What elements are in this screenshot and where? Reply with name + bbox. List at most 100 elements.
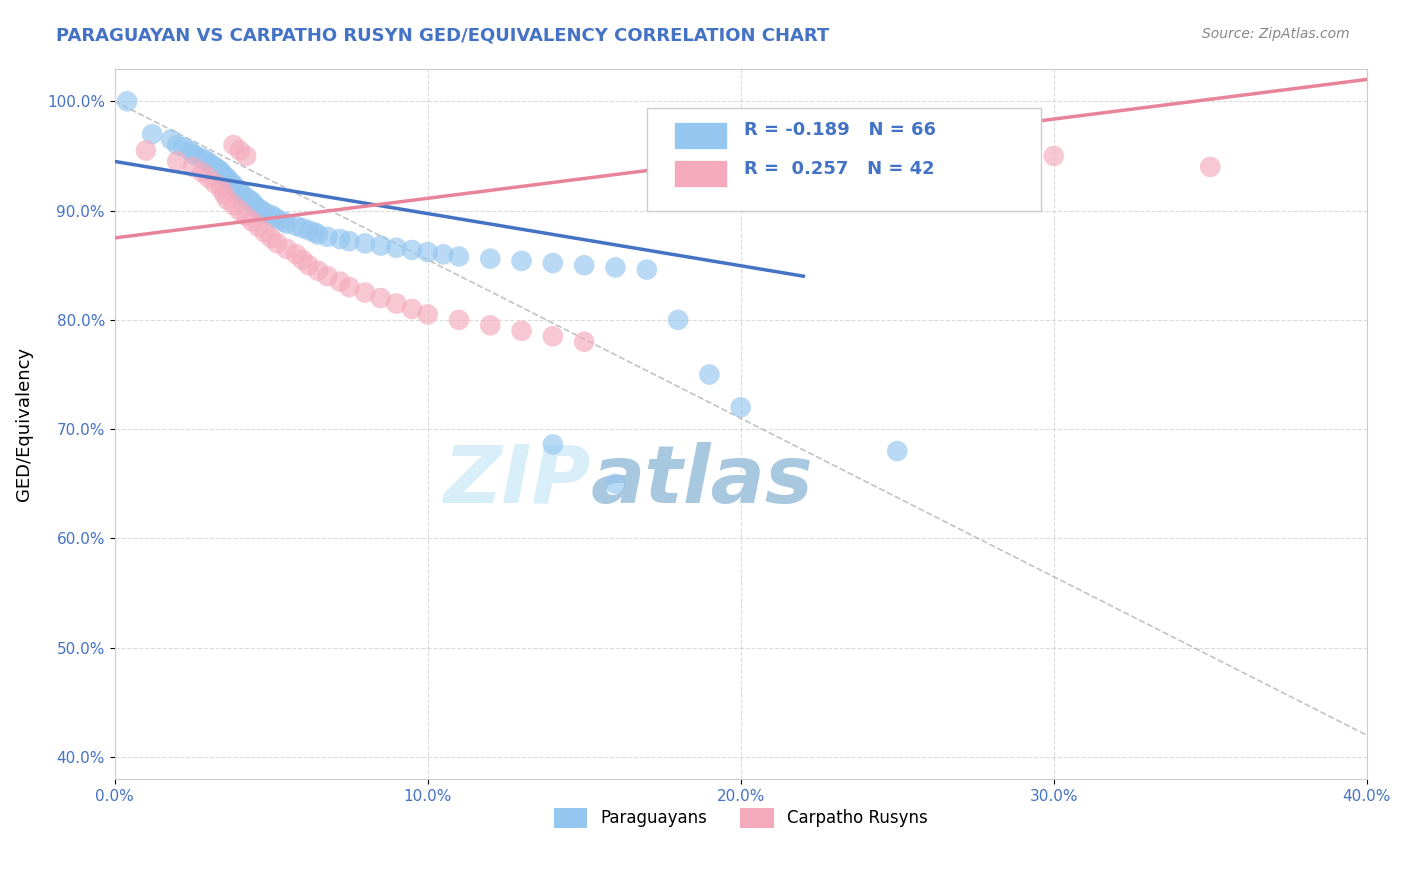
Point: [285, 247, 308, 261]
Point: [240, 214, 263, 228]
Point: [207, 162, 229, 177]
Point: [385, 296, 408, 310]
Point: [166, 138, 188, 153]
Point: [209, 166, 232, 180]
Point: [1199, 160, 1222, 174]
Point: [250, 203, 273, 218]
Point: [266, 212, 288, 227]
Text: R =  0.257   N = 42: R = 0.257 N = 42: [744, 160, 935, 178]
Point: [329, 232, 352, 246]
FancyBboxPatch shape: [675, 161, 727, 187]
Point: [135, 144, 157, 158]
Point: [229, 144, 252, 158]
Point: [263, 210, 285, 224]
Point: [222, 138, 245, 153]
Point: [479, 252, 502, 266]
Point: [699, 368, 721, 382]
Point: [385, 241, 408, 255]
Point: [510, 324, 533, 338]
Point: [219, 175, 242, 189]
Point: [222, 179, 245, 194]
Point: [666, 313, 689, 327]
Point: [253, 226, 276, 240]
Point: [276, 217, 298, 231]
Point: [298, 258, 321, 272]
Point: [184, 149, 207, 163]
Point: [209, 164, 232, 178]
Point: [541, 437, 564, 451]
Point: [307, 227, 329, 242]
Point: [194, 153, 217, 168]
Point: [291, 252, 314, 267]
Point: [201, 158, 224, 172]
Point: [636, 262, 658, 277]
Point: [172, 140, 194, 154]
FancyBboxPatch shape: [647, 108, 1042, 211]
Text: Source: ZipAtlas.com: Source: ZipAtlas.com: [1202, 27, 1350, 41]
Point: [240, 194, 263, 209]
Point: [479, 318, 502, 333]
Point: [235, 190, 257, 204]
Legend: Paraguayans, Carpatho Rusyns: Paraguayans, Carpatho Rusyns: [547, 801, 935, 835]
Point: [401, 243, 423, 257]
Point: [197, 170, 219, 185]
Point: [204, 176, 226, 190]
Point: [222, 178, 245, 192]
Point: [229, 203, 252, 218]
Point: [432, 247, 454, 261]
Point: [316, 269, 339, 284]
Point: [240, 197, 263, 211]
Point: [447, 313, 470, 327]
Point: [273, 214, 295, 228]
Point: [304, 226, 326, 240]
Point: [316, 230, 339, 244]
Point: [191, 165, 214, 179]
Point: [181, 160, 204, 174]
Point: [181, 146, 204, 161]
Point: [329, 275, 352, 289]
Point: [510, 253, 533, 268]
Text: ZIP: ZIP: [443, 442, 591, 519]
Point: [572, 258, 595, 272]
Point: [247, 202, 270, 216]
Point: [447, 250, 470, 264]
Point: [212, 169, 235, 183]
Point: [217, 170, 239, 185]
Point: [160, 132, 183, 146]
Point: [307, 263, 329, 277]
Point: [245, 199, 267, 213]
Text: atlas: atlas: [591, 442, 813, 519]
Point: [179, 144, 201, 158]
Point: [235, 149, 257, 163]
Point: [291, 221, 314, 235]
Point: [354, 236, 377, 251]
Point: [276, 242, 298, 256]
Point: [266, 236, 288, 251]
Point: [298, 223, 321, 237]
Point: [730, 401, 752, 415]
Point: [886, 444, 908, 458]
Point: [229, 186, 252, 200]
Point: [229, 184, 252, 198]
Point: [354, 285, 377, 300]
Point: [225, 182, 247, 196]
Point: [141, 127, 163, 141]
Point: [191, 151, 214, 165]
Point: [232, 188, 254, 202]
Point: [730, 127, 752, 141]
Point: [605, 476, 627, 491]
Y-axis label: GED/Equivalency: GED/Equivalency: [15, 347, 32, 500]
Point: [197, 155, 219, 169]
Point: [1042, 149, 1064, 163]
Point: [541, 329, 564, 343]
Point: [209, 182, 232, 196]
Point: [253, 206, 276, 220]
Point: [247, 219, 270, 234]
Text: PARAGUAYAN VS CARPATHO RUSYN GED/EQUIVALENCY CORRELATION CHART: PARAGUAYAN VS CARPATHO RUSYN GED/EQUIVAL…: [56, 27, 830, 45]
Point: [541, 256, 564, 270]
Text: R = -0.189   N = 66: R = -0.189 N = 66: [744, 121, 936, 139]
Point: [401, 301, 423, 316]
Point: [217, 193, 239, 207]
Point: [339, 280, 361, 294]
Point: [285, 219, 308, 233]
